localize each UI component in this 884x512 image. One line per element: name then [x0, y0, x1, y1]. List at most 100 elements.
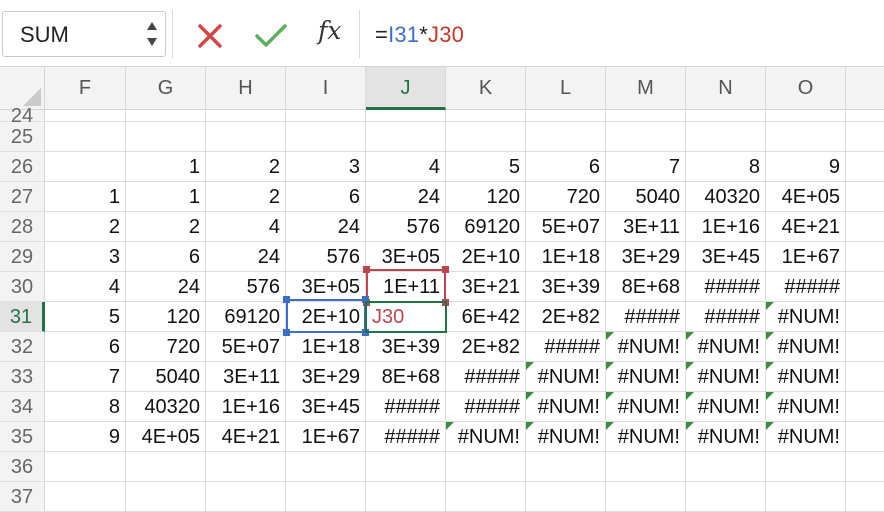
cell-i33[interactable]: 3E+29: [286, 362, 366, 392]
cell-n27[interactable]: 40320: [686, 182, 766, 212]
cell-f35[interactable]: 9: [45, 422, 126, 452]
row-header-36[interactable]: 36: [0, 452, 45, 482]
error-indicator-icon[interactable]: [766, 302, 774, 310]
cell-h25[interactable]: [206, 122, 286, 152]
cell-o33[interactable]: #NUM!: [766, 362, 846, 392]
cell-m31[interactable]: #####: [606, 302, 686, 332]
cell-o37[interactable]: [766, 482, 846, 512]
cell-k31[interactable]: 6E+42: [446, 302, 526, 332]
cell-o24[interactable]: [766, 110, 846, 122]
cell-n29[interactable]: 3E+45: [686, 242, 766, 272]
error-indicator-icon[interactable]: [766, 422, 774, 430]
cell-j34[interactable]: #####: [366, 392, 446, 422]
cell-i31[interactable]: 2E+10: [286, 302, 366, 332]
cell-j31[interactable]: J30: [366, 302, 446, 332]
cell-g27[interactable]: 1: [126, 182, 206, 212]
cell-p33[interactable]: [846, 362, 884, 392]
cell-o36[interactable]: [766, 452, 846, 482]
row-header-30[interactable]: 30: [0, 272, 45, 302]
cell-p24[interactable]: [846, 110, 884, 122]
cell-n33[interactable]: #NUM!: [686, 362, 766, 392]
cell-j35[interactable]: #####: [366, 422, 446, 452]
column-header-m[interactable]: M: [606, 67, 686, 110]
cell-p37[interactable]: [846, 482, 884, 512]
cell-g36[interactable]: [126, 452, 206, 482]
cell-g34[interactable]: 40320: [126, 392, 206, 422]
row-header-35[interactable]: 35: [0, 422, 45, 452]
error-indicator-icon[interactable]: [606, 422, 614, 430]
cell-f24[interactable]: [45, 110, 126, 122]
error-indicator-icon[interactable]: [446, 422, 454, 430]
cell-f32[interactable]: 6: [45, 332, 126, 362]
cell-k36[interactable]: [446, 452, 526, 482]
cell-g37[interactable]: [126, 482, 206, 512]
column-header-g[interactable]: G: [126, 67, 206, 110]
cell-g29[interactable]: 6: [126, 242, 206, 272]
error-indicator-icon[interactable]: [606, 362, 614, 370]
cell-l37[interactable]: [526, 482, 606, 512]
column-header-j[interactable]: J: [366, 67, 446, 110]
cell-l35[interactable]: #NUM!: [526, 422, 606, 452]
cell-g35[interactable]: 4E+05: [126, 422, 206, 452]
cell-k33[interactable]: #####: [446, 362, 526, 392]
cell-k34[interactable]: #####: [446, 392, 526, 422]
cell-p25[interactable]: [846, 122, 884, 152]
cell-h29[interactable]: 24: [206, 242, 286, 272]
error-indicator-icon[interactable]: [686, 362, 694, 370]
row-header-25[interactable]: 25: [0, 122, 45, 152]
cell-m33[interactable]: #NUM!: [606, 362, 686, 392]
cell-l36[interactable]: [526, 452, 606, 482]
cell-f26[interactable]: [45, 152, 126, 182]
cell-h37[interactable]: [206, 482, 286, 512]
cell-g25[interactable]: [126, 122, 206, 152]
cell-h26[interactable]: 2: [206, 152, 286, 182]
cell-j24[interactable]: [366, 110, 446, 122]
cell-f27[interactable]: 1: [45, 182, 126, 212]
row-header-33[interactable]: 33: [0, 362, 45, 392]
cell-n24[interactable]: [686, 110, 766, 122]
cell-i24[interactable]: [286, 110, 366, 122]
cell-k24[interactable]: [446, 110, 526, 122]
cell-i25[interactable]: [286, 122, 366, 152]
row-header-28[interactable]: 28: [0, 212, 45, 242]
cell-n32[interactable]: #NUM!: [686, 332, 766, 362]
cell-l25[interactable]: [526, 122, 606, 152]
cell-h32[interactable]: 5E+07: [206, 332, 286, 362]
cell-j32[interactable]: 3E+39: [366, 332, 446, 362]
row-header-32[interactable]: 32: [0, 332, 45, 362]
cell-g26[interactable]: 1: [126, 152, 206, 182]
cell-l27[interactable]: 720: [526, 182, 606, 212]
column-header-p[interactable]: [846, 67, 884, 110]
cell-n36[interactable]: [686, 452, 766, 482]
cell-i28[interactable]: 24: [286, 212, 366, 242]
cell-k30[interactable]: 3E+21: [446, 272, 526, 302]
cell-j28[interactable]: 576: [366, 212, 446, 242]
cell-f33[interactable]: 7: [45, 362, 126, 392]
row-header-26[interactable]: 26: [0, 152, 45, 182]
cell-n35[interactable]: #NUM!: [686, 422, 766, 452]
name-box[interactable]: SUM: [2, 11, 166, 57]
cell-p26[interactable]: [846, 152, 884, 182]
cell-f31[interactable]: 5: [45, 302, 126, 332]
cell-l31[interactable]: 2E+82: [526, 302, 606, 332]
error-indicator-icon[interactable]: [526, 362, 534, 370]
formula-input[interactable]: =I31*J30: [375, 22, 464, 48]
cell-o31[interactable]: #NUM!: [766, 302, 846, 332]
cell-o28[interactable]: 4E+21: [766, 212, 846, 242]
cell-j37[interactable]: [366, 482, 446, 512]
cell-m28[interactable]: 3E+11: [606, 212, 686, 242]
range-resize-handle[interactable]: [283, 329, 290, 336]
row-header-29[interactable]: 29: [0, 242, 45, 272]
error-indicator-icon[interactable]: [606, 332, 614, 340]
cell-j33[interactable]: 8E+68: [366, 362, 446, 392]
cell-j30[interactable]: 1E+11: [366, 272, 446, 302]
row-header-31[interactable]: 31: [0, 302, 45, 332]
cell-i32[interactable]: 1E+18: [286, 332, 366, 362]
cell-k26[interactable]: 5: [446, 152, 526, 182]
cell-p34[interactable]: [846, 392, 884, 422]
column-header-k[interactable]: K: [446, 67, 526, 110]
cell-m34[interactable]: #NUM!: [606, 392, 686, 422]
row-header-34[interactable]: 34: [0, 392, 45, 422]
cell-j27[interactable]: 24: [366, 182, 446, 212]
cell-o27[interactable]: 4E+05: [766, 182, 846, 212]
